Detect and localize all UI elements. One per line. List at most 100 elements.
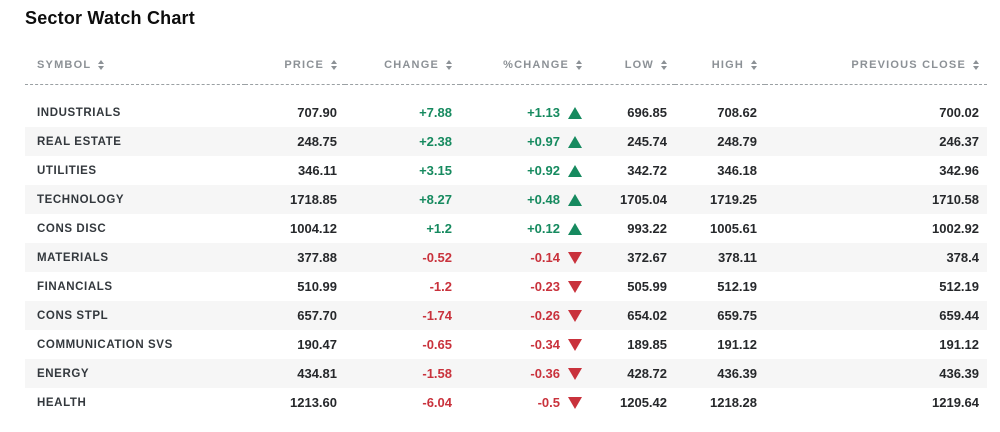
pct-change-value: -0.26 (530, 308, 560, 323)
cell-previous-close: 246.37 (765, 127, 987, 156)
cell-low: 993.22 (627, 221, 667, 236)
pct-change-value: +0.48 (527, 192, 560, 207)
table-row: COMMUNICATION SVS 190.47 -0.65 -0.34 189.85 1… (25, 330, 987, 359)
cell-symbol: MATERIALS (25, 243, 245, 272)
column-label-prev_close: PREVIOUS CLOSE (851, 59, 966, 71)
cell-high: 436.39 (675, 359, 765, 388)
down-triangle-icon (568, 338, 582, 351)
cell-previous-close: 436.39 (765, 359, 987, 388)
table-row: INDUSTRIALS 707.90 +7.88 +1.13 696.85 708.62 7… (25, 98, 987, 127)
table-row: FINANCIALS 510.99 -1.2 -0.23 505.99 512.19 512… (25, 272, 987, 301)
column-label-change: CHANGE (384, 59, 439, 71)
cell-previous-close: 1710.58 (765, 185, 987, 214)
cell-symbol: CONS DISC (37, 222, 107, 235)
cell-price: 377.88 (245, 243, 345, 272)
cell-pct-change: -0.5 (460, 388, 590, 417)
cell-high: 1719.25 (675, 185, 765, 214)
cell-previous-close: 378.4 (765, 243, 987, 272)
table-row: ENERGY 434.81 -1.58 -0.36 428.72 436.39 436.39 (25, 359, 987, 388)
cell-price: 248.75 (245, 127, 345, 156)
cell-change: +8.27 (345, 185, 460, 214)
column-label-pct_change: %CHANGE (503, 59, 569, 71)
sort-icon (973, 60, 979, 70)
cell-price: 657.70 (245, 301, 345, 330)
up-triangle-icon (568, 135, 582, 148)
cell-low: 1705.04 (590, 185, 675, 214)
sort-up-arrow-icon (973, 60, 979, 64)
cell-symbol: INDUSTRIALS (37, 106, 121, 119)
cell-previous-close: 1219.64 (932, 395, 979, 410)
pct-change-value: -0.34 (530, 337, 560, 352)
sort-icon (661, 60, 667, 70)
cell-pct-change: +0.48 (460, 185, 590, 214)
column-label-price: PRICE (284, 59, 324, 71)
cell-symbol: UTILITIES (37, 164, 97, 177)
column-header-high[interactable]: HIGH (675, 55, 765, 85)
pct-change-value: -0.36 (530, 366, 560, 381)
cell-low: 696.85 (627, 105, 667, 120)
cell-previous-close: 700.02 (939, 105, 979, 120)
page-title: Sector Watch Chart (25, 8, 195, 28)
up-triangle-icon (568, 106, 582, 119)
sort-up-arrow-icon (331, 60, 337, 64)
cell-price: 510.99 (297, 279, 337, 294)
cell-pct-change: -0.23 (460, 272, 590, 301)
column-header-change[interactable]: CHANGE (345, 55, 460, 85)
sort-down-arrow-icon (661, 66, 667, 70)
cell-pct-change: -0.26 (460, 301, 590, 330)
cell-change: -6.04 (422, 395, 452, 410)
column-header-prev_close[interactable]: PREVIOUS CLOSE (765, 55, 987, 85)
cell-low: 428.72 (590, 359, 675, 388)
cell-previous-close: 342.96 (939, 163, 979, 178)
cell-pct-change: +1.13 (460, 98, 590, 127)
pct-change-value: +0.97 (527, 134, 560, 149)
header-gap-row (25, 85, 987, 98)
cell-change: -1.2 (429, 279, 452, 294)
cell-previous-close: 191.12 (939, 337, 979, 352)
cell-low: 245.74 (590, 127, 675, 156)
sort-up-arrow-icon (661, 60, 667, 64)
sort-down-arrow-icon (973, 66, 979, 70)
sector-watch-widget: Sector Watch Chart SYMBOL PRICE CHANGE %CHA… (25, 8, 987, 417)
column-header-price[interactable]: PRICE (245, 55, 345, 85)
sort-down-arrow-icon (751, 66, 757, 70)
pct-change-value: +0.92 (527, 163, 560, 178)
sort-up-arrow-icon (751, 60, 757, 64)
cell-pct-change: -0.34 (460, 330, 590, 359)
column-header-low[interactable]: LOW (590, 55, 675, 85)
header-gap (25, 85, 987, 98)
cell-symbol: TECHNOLOGY (25, 185, 245, 214)
cell-high: 248.79 (675, 127, 765, 156)
column-header-symbol[interactable]: SYMBOL (25, 55, 245, 85)
down-triangle-icon (568, 280, 582, 293)
table-row: UTILITIES 346.11 +3.15 +0.92 342.72 346.18 342… (25, 156, 987, 185)
sort-icon (331, 60, 337, 70)
cell-symbol: HEALTH (37, 396, 87, 409)
column-label-high: HIGH (711, 59, 744, 71)
down-triangle-icon (568, 396, 582, 409)
sort-up-arrow-icon (98, 60, 105, 64)
cell-low: 505.99 (627, 279, 667, 294)
cell-previous-close: 659.44 (765, 301, 987, 330)
cell-change: -1.74 (345, 301, 460, 330)
cell-high: 1005.61 (710, 221, 757, 236)
cell-high: 191.12 (717, 337, 757, 352)
cell-pct-change: +0.12 (460, 214, 590, 243)
cell-low: 654.02 (590, 301, 675, 330)
cell-change: +3.15 (419, 163, 452, 178)
down-triangle-icon (568, 367, 582, 380)
sort-down-arrow-icon (98, 66, 105, 70)
table-row: HEALTH 1213.60 -6.04 -0.5 1205.42 1218.28 1219… (25, 388, 987, 417)
cell-symbol: ENERGY (25, 359, 245, 388)
cell-pct-change: -0.14 (460, 243, 590, 272)
cell-high: 1218.28 (710, 395, 757, 410)
down-triangle-icon (568, 251, 582, 264)
pct-change-value: +0.12 (527, 221, 560, 236)
column-header-pct_change[interactable]: %CHANGE (460, 55, 590, 85)
cell-price: 1004.12 (290, 221, 337, 236)
up-triangle-icon (568, 222, 582, 235)
cell-price: 346.11 (297, 163, 337, 178)
cell-previous-close: 1002.92 (932, 221, 979, 236)
cell-change: +2.38 (345, 127, 460, 156)
cell-high: 346.18 (717, 163, 757, 178)
